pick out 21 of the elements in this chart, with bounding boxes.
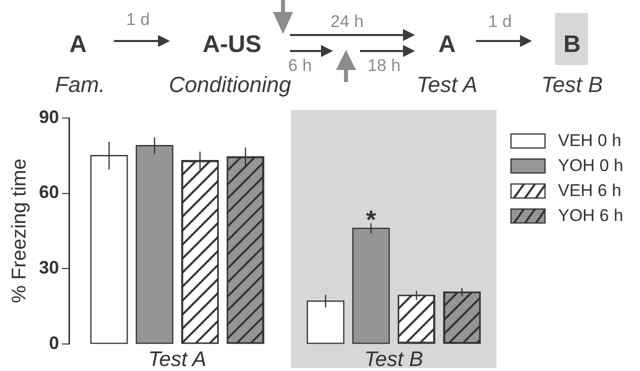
data-label: * [366, 204, 377, 234]
text: A [69, 31, 87, 59]
text: 24 h [330, 12, 364, 32]
legend-label: VEH 6 h [558, 180, 622, 200]
legend-label: VEH 0 h [558, 130, 622, 150]
text: A-US [202, 31, 262, 59]
y-tick-label: 30 [38, 258, 60, 278]
text: Fam. [54, 72, 106, 98]
y-axis-title: % Freezing time [8, 158, 31, 304]
text: 18 h [367, 56, 401, 76]
text: Test B [541, 72, 603, 98]
legend-label: YOH 0 h [558, 156, 624, 176]
text: 1 d [126, 10, 150, 30]
legend-label: YOH 6 h [558, 206, 624, 226]
text: Test A [416, 72, 478, 98]
y-tick-label: 0 [49, 332, 60, 353]
text: B [563, 31, 581, 59]
y-tick-label: 90 [38, 106, 60, 127]
y-tick-label: 60 [38, 182, 60, 202]
text: A [438, 31, 456, 59]
text: 1 d [488, 12, 512, 32]
